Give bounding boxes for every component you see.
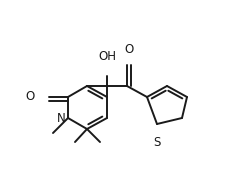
Text: S: S <box>153 136 161 149</box>
Text: O: O <box>124 43 134 56</box>
Text: OH: OH <box>98 50 116 63</box>
Text: O: O <box>26 90 35 103</box>
Text: N: N <box>57 113 66 126</box>
